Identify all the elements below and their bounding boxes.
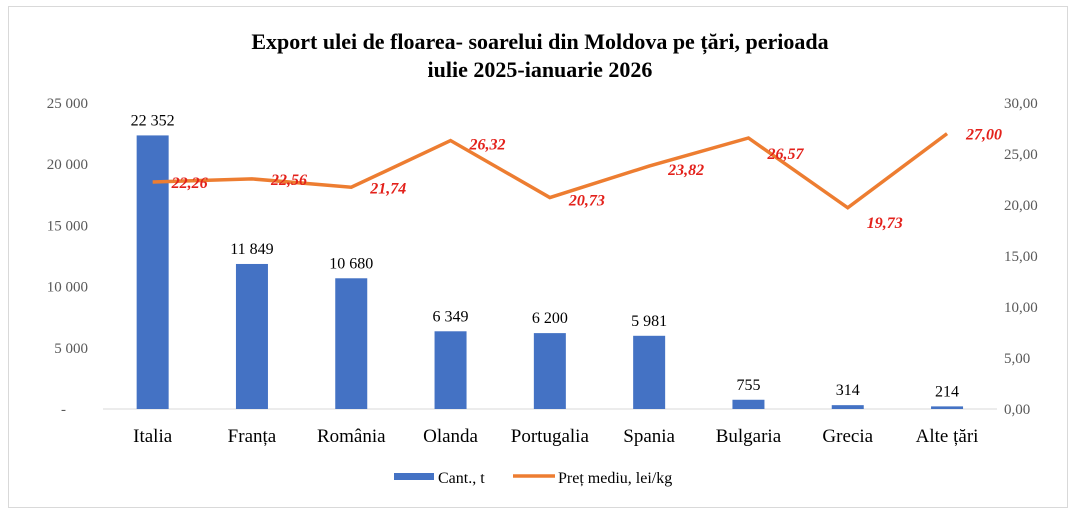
line-data-label: 20,73 [568, 193, 605, 210]
line-data-label: 22,26 [171, 175, 208, 192]
left-axis-tick: 15 000 [47, 218, 88, 234]
bar [136, 135, 169, 410]
bar [633, 335, 666, 409]
right-axis-tick: 0,00 [1004, 402, 1030, 418]
bar [931, 406, 964, 409]
category-label: Spania [623, 426, 675, 447]
right-axis-tick: 5,00 [1004, 351, 1030, 367]
bar-data-label: 755 [736, 377, 760, 394]
category-label: Grecia [822, 426, 873, 447]
bar-data-label: 11 849 [230, 241, 273, 258]
bar-data-label: 6 200 [532, 310, 568, 327]
bar [732, 399, 765, 409]
line-data-label: 27,00 [965, 127, 1002, 144]
right-axis-tick: 20,00 [1004, 198, 1038, 214]
line-data-label: 21,74 [369, 180, 406, 197]
category-label: Portugalia [511, 426, 590, 447]
bar-data-label: 5 981 [631, 313, 667, 330]
right-axis-tick: 10,00 [1004, 300, 1038, 316]
line-data-label: 26,57 [766, 146, 804, 163]
left-axis-tick: 5 000 [54, 341, 88, 357]
line-data-label: 23,82 [667, 162, 704, 179]
chart-title-line: iulie 2025-ianuarie 2026 [428, 57, 653, 82]
bar-data-label: 6 349 [433, 308, 469, 325]
right-axis-tick: 30,00 [1004, 96, 1038, 112]
line-data-label: 26,32 [469, 137, 506, 154]
right-axis-tick: 15,00 [1004, 249, 1038, 265]
bar [831, 405, 864, 409]
bar [335, 278, 368, 409]
left-axis-tick: 10 000 [47, 280, 88, 296]
legend-bar-swatch [394, 473, 434, 480]
line-data-label: 22,56 [270, 172, 307, 189]
bar-data-label: 214 [935, 383, 959, 400]
legend-label-quantity: Cant., t [438, 470, 485, 487]
legend-label-price: Preț mediu, lei/kg [558, 470, 672, 487]
bar [434, 331, 467, 409]
bar [235, 263, 268, 409]
category-label: Olanda [423, 426, 478, 447]
category-label: Bulgaria [716, 426, 782, 447]
left-axis-tick: 20 000 [47, 157, 88, 173]
line-data-label: 19,73 [867, 215, 903, 232]
left-axis-tick: 25 000 [47, 96, 88, 112]
category-label: Italia [133, 426, 173, 447]
category-label: România [317, 426, 386, 447]
bar-data-label: 22 352 [131, 112, 175, 129]
right-axis-tick: 25,00 [1004, 147, 1038, 163]
price-line [152, 132, 949, 210]
left-axis-tick: - [61, 402, 66, 418]
bar-data-label: 314 [836, 382, 860, 399]
bar [533, 333, 566, 409]
bar-data-label: 10 680 [329, 255, 373, 272]
chart-title-line: Export ulei de floarea- soarelui din Mol… [251, 29, 828, 55]
category-label: Franța [228, 426, 277, 447]
chart-frame [8, 6, 1068, 508]
category-label: Alte țări [916, 426, 979, 447]
